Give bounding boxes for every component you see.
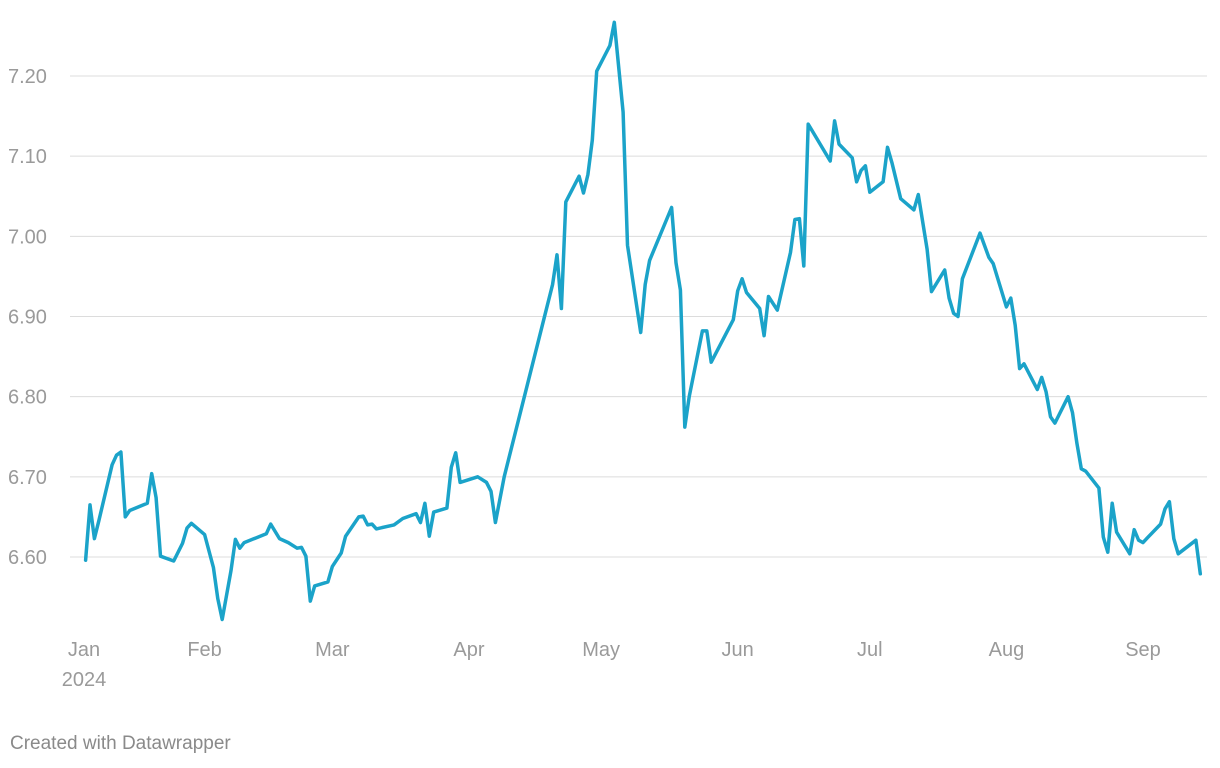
credit-text: Created with Datawrapper	[10, 733, 231, 754]
y-axis-ticks: 6.60 6.70 6.80 6.90 7.00 7.10 7.20	[8, 66, 47, 569]
x-tick-label: Jun	[722, 639, 754, 661]
y-tick-label: 6.80	[8, 387, 47, 409]
x-tick-label: Feb	[187, 639, 221, 661]
x-tick-label: Jul	[857, 639, 883, 661]
x-tick-sublabel: 2024	[62, 669, 107, 691]
x-tick-label: May	[582, 639, 620, 661]
series-line	[83, 20, 1203, 622]
y-tick-label: 7.00	[8, 226, 47, 248]
y-tick-label: 7.20	[8, 66, 47, 88]
series-layer	[83, 20, 1203, 622]
x-tick-label: Apr	[453, 639, 484, 661]
y-tick-label: 6.60	[8, 547, 47, 569]
x-tick-label: Sep	[1125, 639, 1161, 661]
x-tick-label: Jan	[68, 639, 100, 661]
y-tick-label: 6.70	[8, 467, 47, 489]
y-tick-label: 6.90	[8, 307, 47, 329]
gridlines	[70, 75, 1207, 558]
x-tick-label: Mar	[315, 639, 350, 661]
x-axis-ticks: Jan 2024 Feb Mar Apr May Jun Jul Aug Sep	[62, 639, 1161, 691]
x-tick-label: Aug	[989, 639, 1025, 661]
y-tick-label: 7.10	[8, 146, 47, 168]
